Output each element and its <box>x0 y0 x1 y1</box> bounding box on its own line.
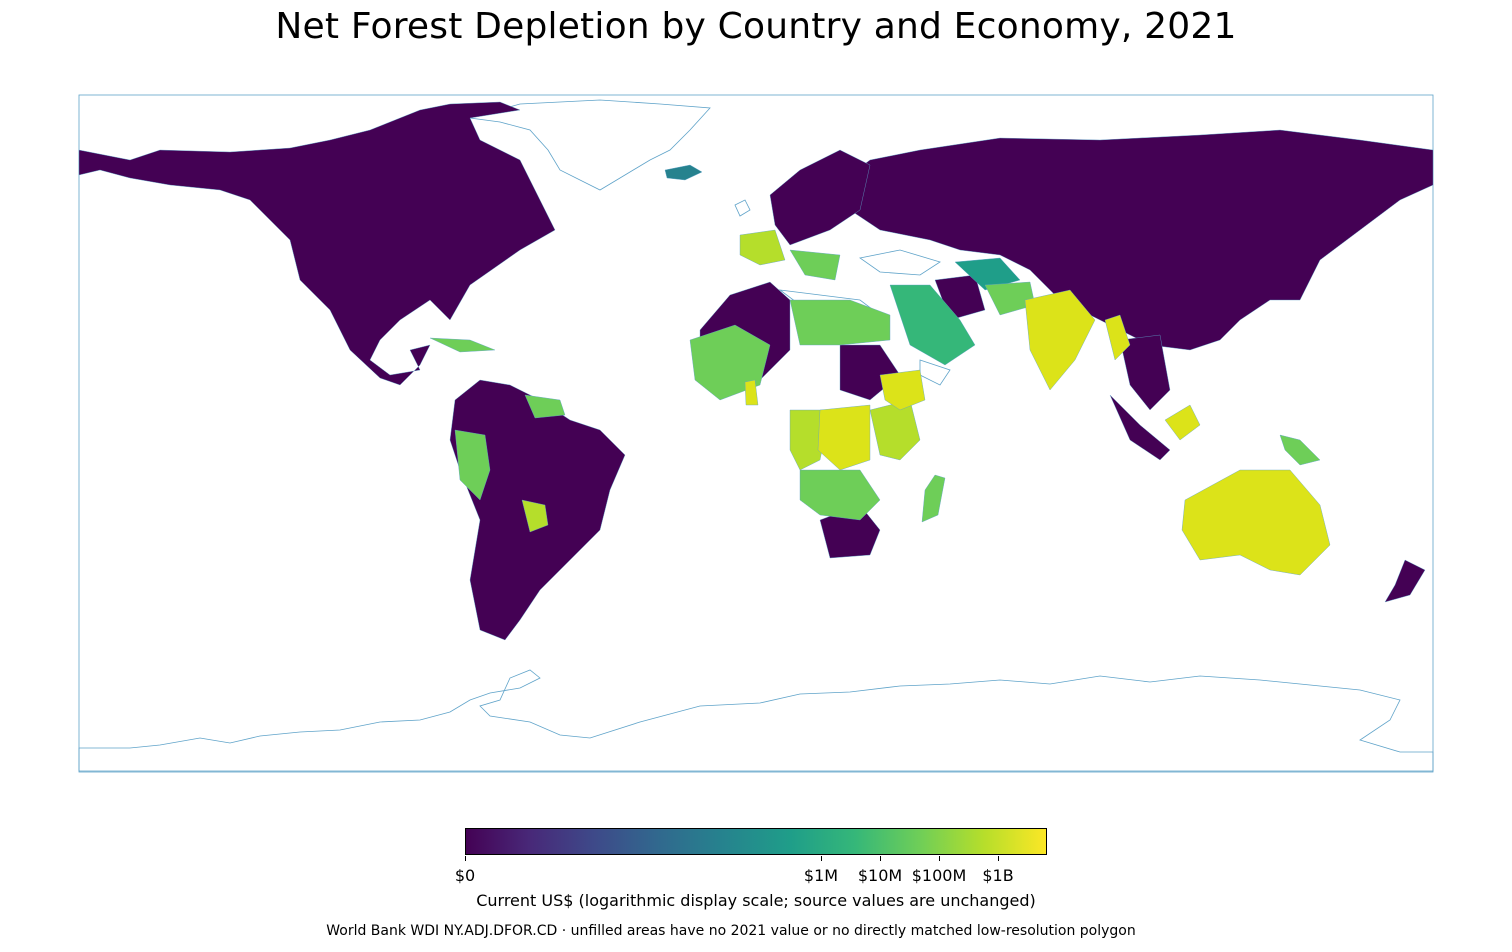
colorbar-gradient <box>465 828 1047 855</box>
peru-shape <box>454 429 491 501</box>
southeast-asia-shape <box>1119 334 1171 411</box>
colorbar-tick-label: $10M <box>857 866 903 885</box>
colorbar-tick-label: $100M <box>911 866 967 885</box>
guyana-shape <box>524 394 566 419</box>
paraguay-shape <box>521 499 549 533</box>
ghana-shape <box>744 379 759 406</box>
greenland-outline <box>469 99 711 191</box>
iceland-shape <box>664 164 703 181</box>
colorbar-tick-label: $1B <box>982 866 1014 885</box>
north-america-shape <box>78 101 556 386</box>
libya-egypt-shape <box>789 299 891 346</box>
colorbar-tick-label: $1M <box>803 866 839 885</box>
east-africa-shape <box>869 399 921 461</box>
colorbar-tick-mark <box>880 856 881 861</box>
caspian-black-sea-gap <box>859 249 941 276</box>
drc-shape <box>817 404 871 471</box>
russia-asia-shape <box>829 129 1434 351</box>
colorbar-tick-mark <box>465 856 466 861</box>
colorbar-label: Current US$ (logarithmic display scale; … <box>476 891 1036 910</box>
madagascar-shape <box>921 474 946 523</box>
india-shape <box>1024 289 1096 391</box>
colorbar <box>465 828 1047 855</box>
saudi-arabia-shape <box>889 284 976 366</box>
antarctica-outline <box>78 669 1434 772</box>
colorbar-tick-mark <box>998 856 999 861</box>
france-shape <box>739 229 786 266</box>
map-frame <box>78 94 1434 773</box>
angola-zambia-shape <box>799 469 881 521</box>
italy-balkans-shape <box>789 249 841 281</box>
high-depletion-countries <box>744 289 1331 576</box>
ethiopia-shape <box>879 369 926 411</box>
colorbar-tick-mark <box>821 856 822 861</box>
svalbard-outline <box>734 199 751 217</box>
source-note: World Bank WDI NY.ADJ.DFOR.CD · unfilled… <box>326 923 1136 939</box>
colorbar-tick-label: $0 <box>454 866 476 885</box>
papua-shape <box>1279 434 1321 466</box>
new-zealand-shape <box>1384 559 1426 603</box>
colorbar-tick-mark <box>939 856 940 861</box>
myanmar-shape <box>1104 314 1131 361</box>
cuba-shape <box>429 337 496 353</box>
australia-shape <box>1181 469 1331 576</box>
no-data-outlines <box>78 94 1434 773</box>
kazakhstan-shape <box>954 257 1021 291</box>
map-title: Net Forest Depletion by Country and Econ… <box>275 6 1237 47</box>
indonesia-shape <box>1109 394 1171 461</box>
borneo-shape <box>1164 404 1201 441</box>
europe-shape <box>769 149 871 246</box>
